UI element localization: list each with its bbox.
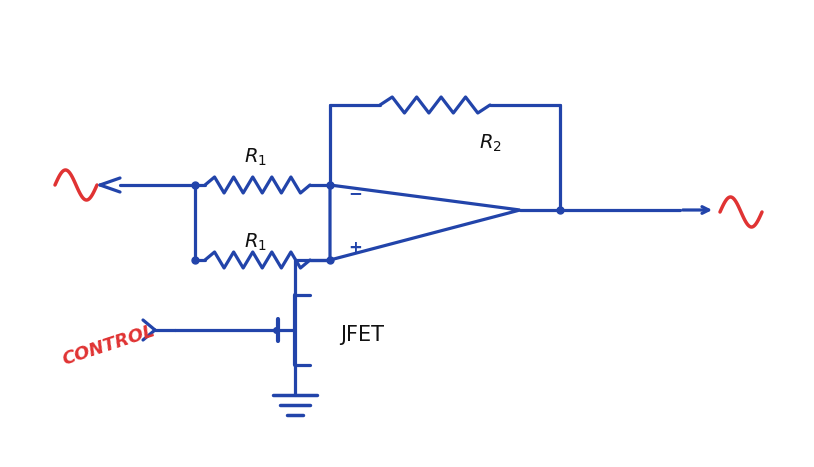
Text: $R_1$: $R_1$ <box>243 231 266 253</box>
Text: +: + <box>348 239 362 257</box>
Text: −: − <box>348 184 362 202</box>
Text: JFET: JFET <box>340 325 384 345</box>
Text: CONTROL: CONTROL <box>60 322 157 368</box>
Text: $R_2$: $R_2$ <box>479 132 501 154</box>
Text: $R_1$: $R_1$ <box>243 146 266 168</box>
